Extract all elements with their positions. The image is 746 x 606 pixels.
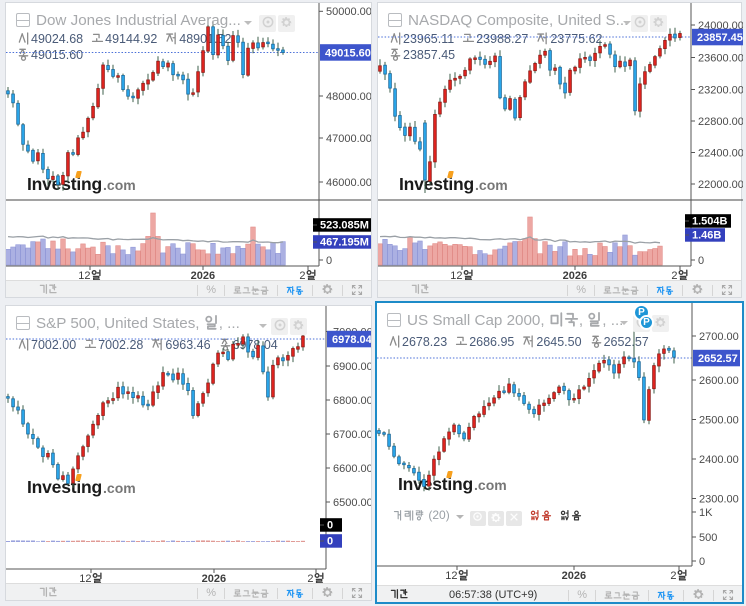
svg-text:2652.57: 2652.57 bbox=[698, 353, 738, 365]
svg-text:2600.00: 2600.00 bbox=[699, 375, 739, 387]
svg-text:6978.04: 6978.04 bbox=[332, 334, 371, 346]
svg-text:500: 500 bbox=[699, 532, 717, 544]
svg-text:2026: 2026 bbox=[202, 573, 226, 585]
svg-text:48000.00: 48000.00 bbox=[326, 91, 371, 103]
svg-text:1.504B: 1.504B bbox=[692, 216, 728, 228]
svg-text:2: 2 bbox=[307, 573, 313, 585]
svg-text:2300.00: 2300.00 bbox=[699, 493, 739, 505]
svg-text:0: 0 bbox=[699, 556, 705, 568]
svg-text:47000.00: 47000.00 bbox=[326, 133, 371, 145]
svg-text:49015.60: 49015.60 bbox=[325, 47, 371, 59]
svg-text:22800.00: 22800.00 bbox=[698, 116, 743, 128]
svg-text:23600.00: 23600.00 bbox=[698, 52, 743, 64]
svg-text:2700.00: 2700.00 bbox=[699, 331, 739, 343]
svg-text:0: 0 bbox=[326, 255, 332, 267]
svg-text:0: 0 bbox=[327, 520, 333, 532]
svg-text:467.195M: 467.195M bbox=[320, 237, 369, 249]
svg-text:2400.00: 2400.00 bbox=[699, 454, 739, 466]
svg-text:2500.00: 2500.00 bbox=[699, 414, 739, 426]
svg-text:523.085M: 523.085M bbox=[320, 220, 369, 232]
svg-text:2: 2 bbox=[671, 270, 677, 282]
svg-text:12: 12 bbox=[79, 573, 91, 585]
svg-text:23200.00: 23200.00 bbox=[698, 84, 743, 96]
svg-text:12: 12 bbox=[445, 570, 457, 582]
svg-text:6900.00: 6900.00 bbox=[333, 361, 371, 373]
svg-text:6600.00: 6600.00 bbox=[333, 463, 371, 475]
svg-text:2: 2 bbox=[299, 270, 305, 282]
svg-text:46000.00: 46000.00 bbox=[326, 177, 371, 189]
svg-text:50000.00: 50000.00 bbox=[326, 6, 371, 18]
svg-text:22000.00: 22000.00 bbox=[698, 179, 743, 191]
svg-text:12: 12 bbox=[78, 270, 90, 282]
svg-text:0: 0 bbox=[698, 255, 704, 267]
svg-text:23857.45: 23857.45 bbox=[697, 32, 743, 44]
svg-text:0: 0 bbox=[327, 536, 333, 548]
svg-text:2: 2 bbox=[670, 570, 676, 582]
svg-text:22400.00: 22400.00 bbox=[698, 147, 743, 159]
svg-text:2026: 2026 bbox=[191, 270, 215, 282]
svg-text:2026: 2026 bbox=[562, 570, 586, 582]
svg-text:6700.00: 6700.00 bbox=[333, 429, 371, 441]
svg-text:12: 12 bbox=[450, 270, 462, 282]
svg-text:6500.00: 6500.00 bbox=[333, 497, 371, 509]
svg-text:2026: 2026 bbox=[563, 270, 587, 282]
svg-text:1K: 1K bbox=[699, 507, 713, 519]
svg-text:6800.00: 6800.00 bbox=[333, 395, 371, 407]
svg-text:1.46B: 1.46B bbox=[692, 230, 721, 242]
